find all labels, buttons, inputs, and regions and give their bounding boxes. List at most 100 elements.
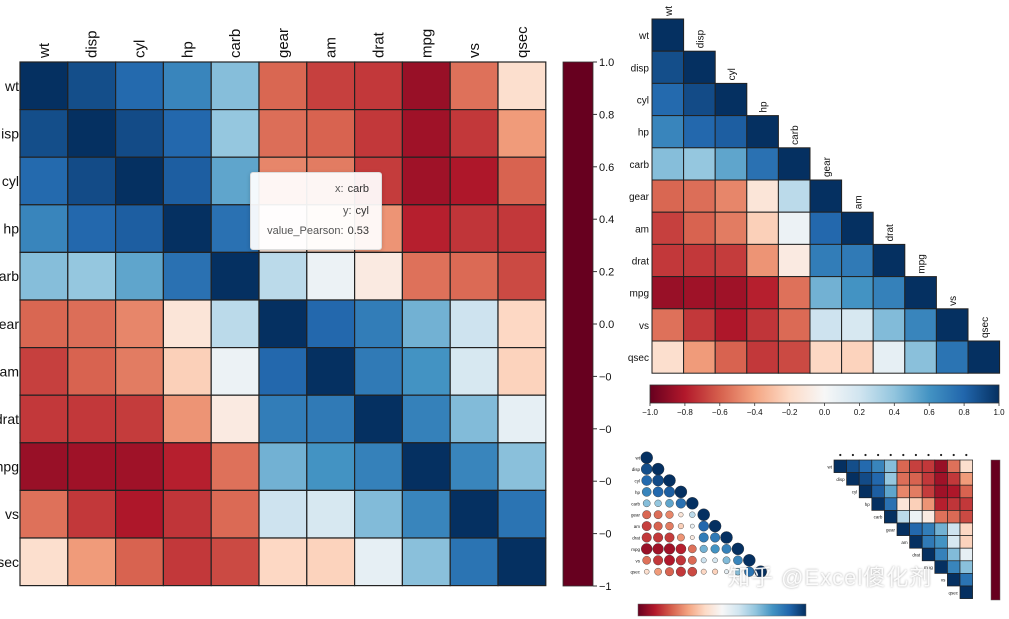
y-tick-label: arb (0, 268, 19, 284)
heatmap-cell (258, 394, 308, 444)
correlogram-circle (687, 555, 697, 565)
upper-top-marker (889, 453, 892, 457)
heatmap-cell (258, 537, 308, 587)
triangle-cell (809, 179, 843, 213)
upper-cell (959, 497, 973, 511)
correlogram-label: drat (632, 536, 641, 541)
correlogram-label: disp (632, 467, 641, 472)
heatmap-cell (67, 61, 117, 111)
triangle-y-label: am (635, 224, 649, 235)
upper-top-marker (914, 453, 918, 457)
upper-cell (896, 484, 910, 499)
heatmap-cell (497, 537, 547, 587)
heatmap-cell (354, 394, 404, 444)
triangle-cell (683, 179, 716, 213)
upper-cell (959, 585, 973, 599)
upper-cell (934, 535, 948, 549)
upper-cell (934, 560, 948, 574)
upper-cell (884, 472, 898, 486)
upper-cell (921, 535, 936, 549)
upper-cell (896, 510, 910, 524)
heatmap-cell (210, 299, 260, 349)
heatmap-cell (210, 108, 260, 158)
correlogram-circle (687, 544, 697, 554)
triangle-x-label: cyl (727, 68, 738, 80)
upper-cell (947, 497, 961, 511)
colorbar-tick-label: −1.0 (642, 408, 658, 417)
heatmap-cell (306, 537, 356, 587)
upper-cell (934, 547, 948, 562)
correlogram-circle (675, 566, 686, 577)
correlogram-circle (641, 543, 653, 555)
circle-correlogram: wt disp cyl hp carb gear am drat mpg vs qsec (630, 451, 807, 617)
upper-cell (934, 472, 948, 486)
heatmap-cell (401, 394, 451, 444)
upper-cell (871, 472, 885, 486)
correlogram-circle (641, 487, 652, 497)
upper-cell (858, 484, 873, 499)
triangle-x-label: am (853, 195, 864, 209)
correlogram-circle (678, 512, 684, 518)
correlogram-circle (641, 532, 652, 543)
correlogram-circle (700, 568, 707, 575)
triangle-cell (746, 211, 779, 245)
heatmap-cell (19, 489, 69, 539)
heatmap-cell (258, 442, 308, 491)
correlogram-circle (642, 510, 652, 520)
correlogram-circle (731, 542, 745, 556)
triangle-cell (683, 147, 716, 181)
heatmap-cell (162, 299, 212, 349)
correlogram-circle (699, 544, 708, 553)
upper-cell (846, 459, 860, 473)
heatmap-cell (401, 442, 451, 491)
correlogram-circle (643, 568, 650, 575)
triangle-cell (777, 211, 811, 245)
colorbar-tick-label: −0 (599, 371, 612, 383)
triangle-cell (714, 340, 748, 374)
upper-cell (871, 497, 885, 511)
upper-cell (947, 472, 961, 486)
heatmap-cell (497, 394, 547, 444)
triangle-y-label: mpg (630, 289, 649, 300)
upper-label: disp (836, 477, 845, 482)
correlogram-circle (652, 486, 664, 498)
colorbar-tick-label: 0.4 (889, 408, 901, 417)
x-tick-label: cyl (132, 40, 149, 58)
upper-cell (871, 484, 885, 499)
colorbar-tick-label: 1.0 (599, 57, 614, 69)
correlogram-circle (712, 568, 719, 575)
heatmap-cell (210, 251, 260, 301)
triangle-cell (872, 340, 906, 374)
correlogram-circle (743, 554, 756, 567)
heatmap-cell (258, 61, 308, 111)
upper-cell (896, 459, 910, 473)
triangle-cell (904, 308, 937, 342)
triangle-cell (683, 82, 716, 117)
triangle-x-label: carb (790, 125, 801, 145)
tooltip-value-key: value_Pearson: (267, 225, 344, 237)
colorbar-tick-label: 0.4 (599, 214, 614, 226)
heatmap-cell (258, 347, 308, 396)
upper-label: carb (874, 515, 883, 520)
triangle-cell (651, 147, 685, 181)
triangle-y-label: wt (638, 31, 649, 42)
triangle-cell (777, 276, 811, 310)
upper-cell (858, 472, 873, 486)
correlogram-circle (653, 555, 664, 566)
heatmap-cell (401, 347, 451, 396)
triangle-cell (651, 308, 685, 342)
triangle-cell (746, 179, 779, 213)
colorbar-gradient (637, 603, 807, 617)
hover-tooltip: x: carb y: cyl value_Pearson: 0.53 (250, 172, 382, 250)
correlogram-circle (754, 565, 767, 578)
upper-cell (959, 560, 973, 574)
upper-cell (947, 547, 961, 562)
heatmap-cell (162, 204, 212, 254)
heatmap-cell (354, 251, 404, 301)
main-colorbar: 1.0 0.8 0.6 0.4 0.2 0.0 −0 −0 −0 −0 −1 (562, 57, 614, 593)
triangle-cell (683, 211, 716, 245)
triangle-cell (651, 115, 685, 149)
heatmap-cell (114, 61, 164, 111)
correlogram-circle (677, 523, 684, 530)
correlogram-circle (677, 533, 685, 542)
